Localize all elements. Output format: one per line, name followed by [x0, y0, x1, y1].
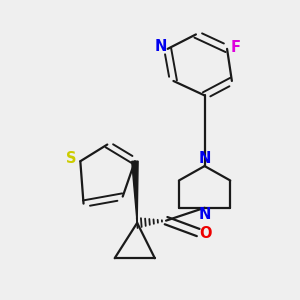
Text: O: O: [199, 226, 211, 241]
Text: N: N: [198, 151, 211, 166]
Text: S: S: [66, 151, 76, 166]
Text: N: N: [198, 207, 211, 222]
Text: F: F: [231, 40, 241, 55]
Polygon shape: [132, 161, 138, 223]
Text: N: N: [154, 39, 167, 54]
